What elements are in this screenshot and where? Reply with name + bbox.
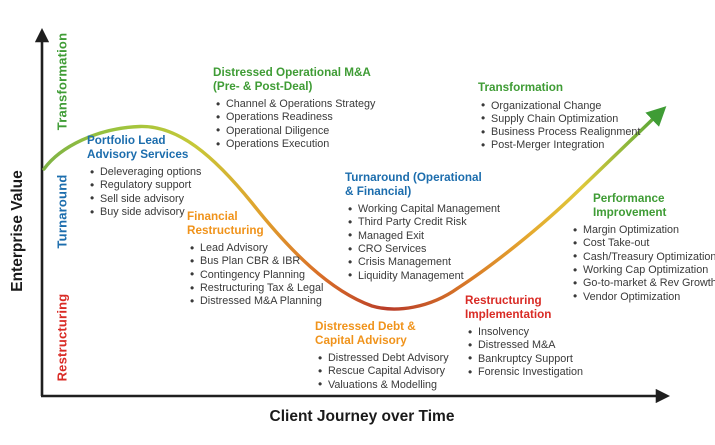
block-title: Performance Improvement <box>593 192 667 219</box>
bullet-item: Bankruptcy Support <box>468 352 605 366</box>
bullet-list: Distressed Debt Advisory Rescue Capital … <box>318 352 465 392</box>
bullet-item: Supply Chain Optimization <box>481 112 648 126</box>
bullet-item: Working Cap Optimization <box>573 264 715 278</box>
bullet-item: Distressed M&A Planning <box>190 295 337 309</box>
block-turnaround-operational-financial: Turnaround (Operational& Financial) Work… <box>345 171 510 283</box>
bullet-item: Crisis Management <box>348 256 510 270</box>
bullet-item: Go-to-market & Rev Growth <box>573 277 715 291</box>
bullet-item: Valuations & Modelling <box>318 378 465 392</box>
block-transformation: Transformation Organizational Change Sup… <box>478 81 648 153</box>
bullet-item: Bus Plan CBR & IBR <box>190 255 337 269</box>
bullet-item: Cost Take-out <box>573 237 715 251</box>
block-title: Financial Restructuring <box>187 210 264 237</box>
bullet-list: Working Capital Management Third Party C… <box>348 203 510 283</box>
bullet-item: Buy side advisory <box>90 206 222 220</box>
bullet-item: Third Party Credit Risk <box>348 216 510 230</box>
bullet-item: Post-Merger Integration <box>481 139 648 153</box>
bullet-item: Working Capital Management <box>348 203 510 217</box>
bullet-list: Lead Advisory Bus Plan CBR & IBR Conting… <box>190 242 337 309</box>
zone-label-restructuring: Restructuring <box>54 293 70 382</box>
bullet-item: Distressed M&A <box>468 339 605 353</box>
bullet-item: Business Process Realignment <box>481 126 648 140</box>
bullet-item: Organizational Change <box>481 99 648 113</box>
block-title: Turnaround (Operational & Financial) <box>345 171 482 198</box>
x-axis-title: Client Journey over Time <box>269 408 455 425</box>
bullet-item: Regulatory support <box>90 179 222 193</box>
block-title: Transformation <box>478 81 564 94</box>
block-title: Distressed Debt & Capital Advisory <box>315 320 416 347</box>
block-title: Restructuring Implementation <box>465 294 552 321</box>
bullet-item: Operations Readiness <box>216 111 393 125</box>
block-distressed-operational-ma: Distressed Operational M&A (Pre- & Post-D… <box>213 66 393 151</box>
bullet-item: Operations Execution <box>216 138 393 152</box>
block-title: Portfolio Lead Advisory Services <box>87 134 189 161</box>
bullet-item: Cash/Treasury Optimization <box>573 250 715 264</box>
bullet-list: Deleveraging options Regulatory support … <box>90 166 222 219</box>
bullet-item: Margin Optimization <box>573 224 715 238</box>
bullet-item: Operational Diligence <box>216 124 393 138</box>
bullet-item: CRO Services <box>348 243 510 257</box>
bullet-item: Vendor Optimization <box>573 290 715 304</box>
bullet-list: Organizational Change Supply Chain Optim… <box>481 99 648 153</box>
bullet-list: Margin Optimization Cost Take-out Cash/T… <box>573 224 715 304</box>
bullet-item: Contingency Planning <box>190 268 337 282</box>
bullet-item: Channel & Operations Strategy <box>216 98 393 112</box>
bullet-item: Restructuring Tax & Legal <box>190 282 337 296</box>
bullet-item: Lead Advisory <box>190 242 337 256</box>
block-distressed-debt-capital-advisory: Distressed Debt &Capital Advisory Distre… <box>315 320 465 392</box>
bullet-item: Liquidity Management <box>348 269 510 283</box>
zone-label-transformation: Transformation <box>54 32 70 131</box>
y-axis-title: Enterprise Value <box>9 170 26 292</box>
bullet-item: Rescue Capital Advisory <box>318 365 465 379</box>
bullet-item: Insolvency <box>468 326 605 340</box>
bullet-item: Sell side advisory <box>90 192 222 206</box>
bullet-item: Managed Exit <box>348 229 510 243</box>
block-title: Distressed Operational M&A (Pre- & Post-D… <box>213 66 371 93</box>
bullet-list: Insolvency Distressed M&A Bankruptcy Sup… <box>468 326 605 379</box>
bullet-item: Forensic Investigation <box>468 366 605 380</box>
bullet-item: Deleveraging options <box>90 166 222 180</box>
bullet-item: Distressed Debt Advisory <box>318 352 465 366</box>
bullet-list: Channel & Operations Strategy Operations… <box>216 98 393 151</box>
zone-label-turnaround: Turnaround <box>54 174 70 249</box>
